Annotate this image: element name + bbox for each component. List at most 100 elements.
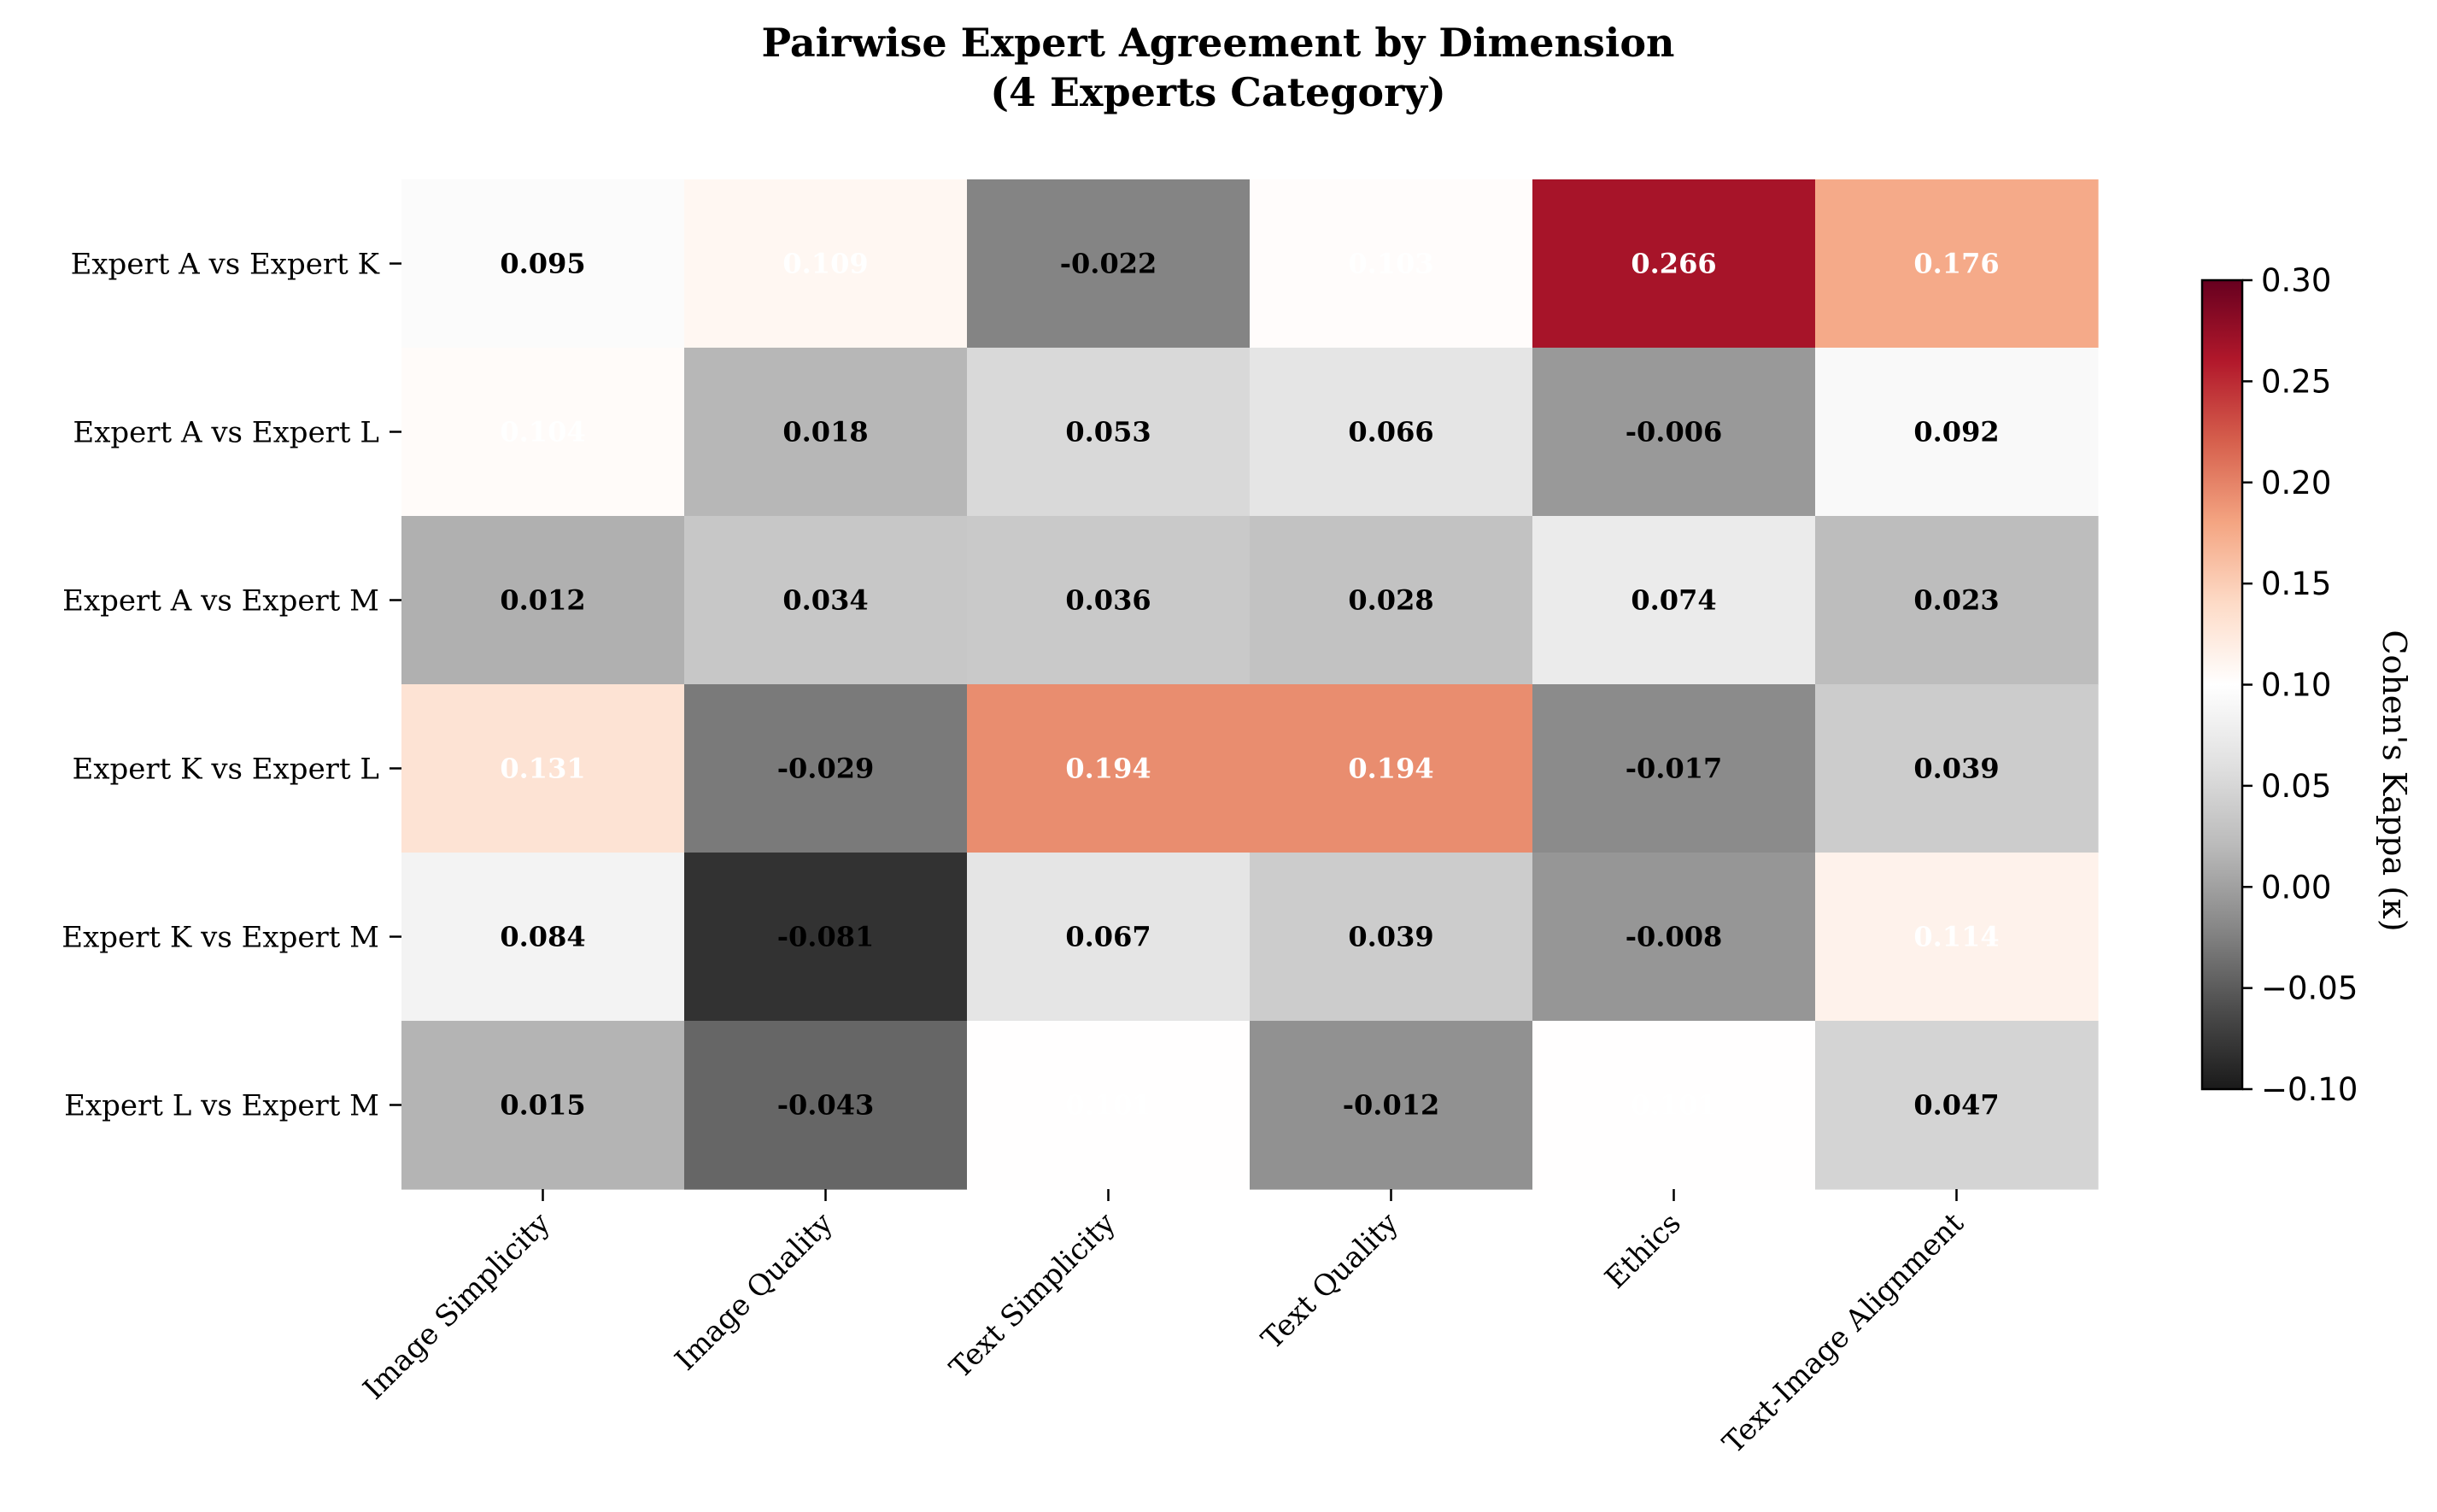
heatmap-cell — [967, 1021, 1251, 1190]
cell-value-label: 0.023 — [1913, 584, 1999, 617]
colorbar-tick-label: 0.05 — [2261, 768, 2331, 805]
cell-value-label: 0.101 — [1065, 1089, 1151, 1122]
row-label-expert-a-vs-expert-m: Expert A vs Expert M — [62, 584, 379, 618]
heatmap-cell — [684, 348, 968, 517]
colorbar-tick-label: 0.15 — [2261, 566, 2331, 602]
column-label-text-simplicity: Text Simplicity — [943, 1206, 1122, 1386]
row-label-expert-l-vs-expert-m: Expert L vs Expert M — [64, 1089, 379, 1123]
heatmap-cell — [401, 348, 685, 517]
heatmap-cell — [1532, 348, 1816, 517]
colorbar-tick-label: 0.30 — [2261, 262, 2331, 299]
cell-value-label: -0.006 — [1626, 416, 1722, 448]
cell-value-label: 0.015 — [500, 1089, 585, 1122]
heatmap-cell — [1815, 1021, 2099, 1190]
heatmap-cell — [1250, 1021, 1533, 1190]
colorbar-tick-label: 0.20 — [2261, 465, 2331, 501]
cell-value-label: -0.008 — [1626, 921, 1722, 953]
cell-value-label: 0.012 — [500, 584, 585, 617]
cell-value-label: 0.101 — [1631, 1089, 1716, 1122]
cell-value-label: -0.029 — [777, 753, 874, 785]
heatmap-cell — [1532, 853, 1816, 1022]
cell-value-label: 0.092 — [1913, 416, 1999, 448]
cell-value-label: -0.081 — [777, 921, 874, 953]
heatmap-cell — [1532, 516, 1816, 685]
colorbar: 0.30 0.25 0.20 0.15 0.10 0.05 0.00 −0.05 −0.10 — [2200, 262, 2358, 1108]
column-label-image-quality: Image Quality — [669, 1206, 841, 1378]
column-label-text-quality: Text Quality — [1255, 1206, 1405, 1357]
cell-value-label: 0.074 — [1631, 584, 1716, 617]
cell-value-label: 0.103 — [1348, 248, 1433, 280]
heatmap-cell — [1815, 853, 2099, 1022]
heatmap-cell — [401, 179, 685, 349]
row-label-expert-a-vs-expert-k: Expert A vs Expert K — [71, 248, 380, 282]
cell-value-label: 0.194 — [1348, 753, 1433, 785]
colorbar-tick-label: 0.25 — [2261, 363, 2331, 400]
colorbar-gradient — [2200, 278, 2244, 1091]
cell-value-label: 0.114 — [1913, 921, 1999, 953]
heatmap-cells: 0.095 0.109 -0.022 0.103 0.266 0.176 0.104 0.01… — [401, 179, 2099, 1190]
cell-value-label: -0.043 — [777, 1089, 874, 1122]
heatmap-cell — [967, 853, 1251, 1022]
heatmap-cell — [1250, 853, 1533, 1022]
cell-value-label: 0.018 — [782, 416, 868, 448]
cell-value-label: 0.036 — [1065, 584, 1151, 617]
column-labels: Image Simplicity Image Quality Text Simpli… — [357, 1189, 1971, 1461]
heatmap-cell — [684, 684, 968, 853]
heatmap-cell — [684, 853, 968, 1022]
row-label-expert-k-vs-expert-l: Expert K vs Expert L — [73, 753, 379, 787]
cell-value-label: 0.109 — [782, 248, 868, 280]
column-label-text-image-alignment: Text-Image Alignment — [1716, 1206, 1971, 1461]
heatmap-cell — [1815, 684, 2099, 853]
row-label-expert-a-vs-expert-l: Expert A vs Expert L — [73, 416, 379, 450]
cell-value-label: 0.047 — [1913, 1089, 1999, 1122]
chart-title: Pairwise Expert Agreement by Dimension — [762, 20, 1675, 66]
cell-value-label: 0.034 — [782, 584, 868, 617]
cell-value-label: 0.066 — [1348, 416, 1433, 448]
cell-value-label: 0.266 — [1631, 248, 1716, 280]
heatmap-cell — [684, 1021, 968, 1190]
cell-value-label: 0.104 — [500, 416, 585, 448]
heatmap-cell — [967, 684, 1251, 853]
heatmap-cell — [1815, 516, 2099, 685]
heatmap-cell — [1250, 179, 1533, 349]
cell-value-label: 0.039 — [1913, 753, 1999, 785]
colorbar-tick-label: 0.00 — [2261, 869, 2331, 905]
heatmap-cell — [1815, 348, 2099, 517]
heatmap-cell — [967, 179, 1251, 349]
cell-value-label: -0.012 — [1343, 1089, 1439, 1122]
colorbar-tick-label: −0.05 — [2261, 970, 2358, 1007]
heatmap-cell — [967, 516, 1251, 685]
heatmap-cell — [1250, 684, 1533, 853]
heatmap-cell — [401, 1021, 685, 1190]
heatmap-cell — [684, 179, 968, 349]
heatmap-cell — [1532, 684, 1816, 853]
heatmap-cell — [1250, 348, 1533, 517]
cell-value-label: -0.017 — [1626, 753, 1722, 785]
cell-value-label: 0.084 — [500, 921, 585, 953]
heatmap-cell — [1250, 516, 1533, 685]
heatmap-cell — [684, 516, 968, 685]
colorbar-label: Cohen's Kappa (κ) — [2375, 630, 2413, 931]
heatmap-cell — [1532, 179, 1816, 349]
row-label-expert-k-vs-expert-m: Expert K vs Expert M — [62, 921, 379, 955]
column-label-ethics: Ethics — [1598, 1206, 1687, 1295]
cell-value-label: 0.039 — [1348, 921, 1433, 953]
cell-value-label: 0.194 — [1065, 753, 1151, 785]
heatmap-cell — [401, 516, 685, 685]
row-labels: Expert A vs Expert K Expert A vs Expert L… — [62, 248, 401, 1123]
heatmap-cell — [401, 684, 685, 853]
cell-value-label: 0.067 — [1065, 921, 1151, 953]
heatmap-cell — [1532, 1021, 1816, 1190]
heatmap-cell — [1815, 179, 2099, 349]
chart-subtitle: (4 Experts Category) — [990, 69, 1446, 115]
colorbar-tick-label: −0.10 — [2261, 1071, 2358, 1108]
heatmap-cell — [401, 853, 685, 1022]
column-label-image-simplicity: Image Simplicity — [357, 1206, 558, 1407]
cell-value-label: 0.131 — [500, 753, 585, 785]
cell-value-label: 0.053 — [1065, 416, 1151, 448]
cell-value-label: 0.028 — [1348, 584, 1433, 617]
heatmap-cell — [967, 348, 1251, 517]
cell-value-label: 0.095 — [500, 248, 585, 280]
cell-value-label: -0.022 — [1060, 248, 1157, 280]
